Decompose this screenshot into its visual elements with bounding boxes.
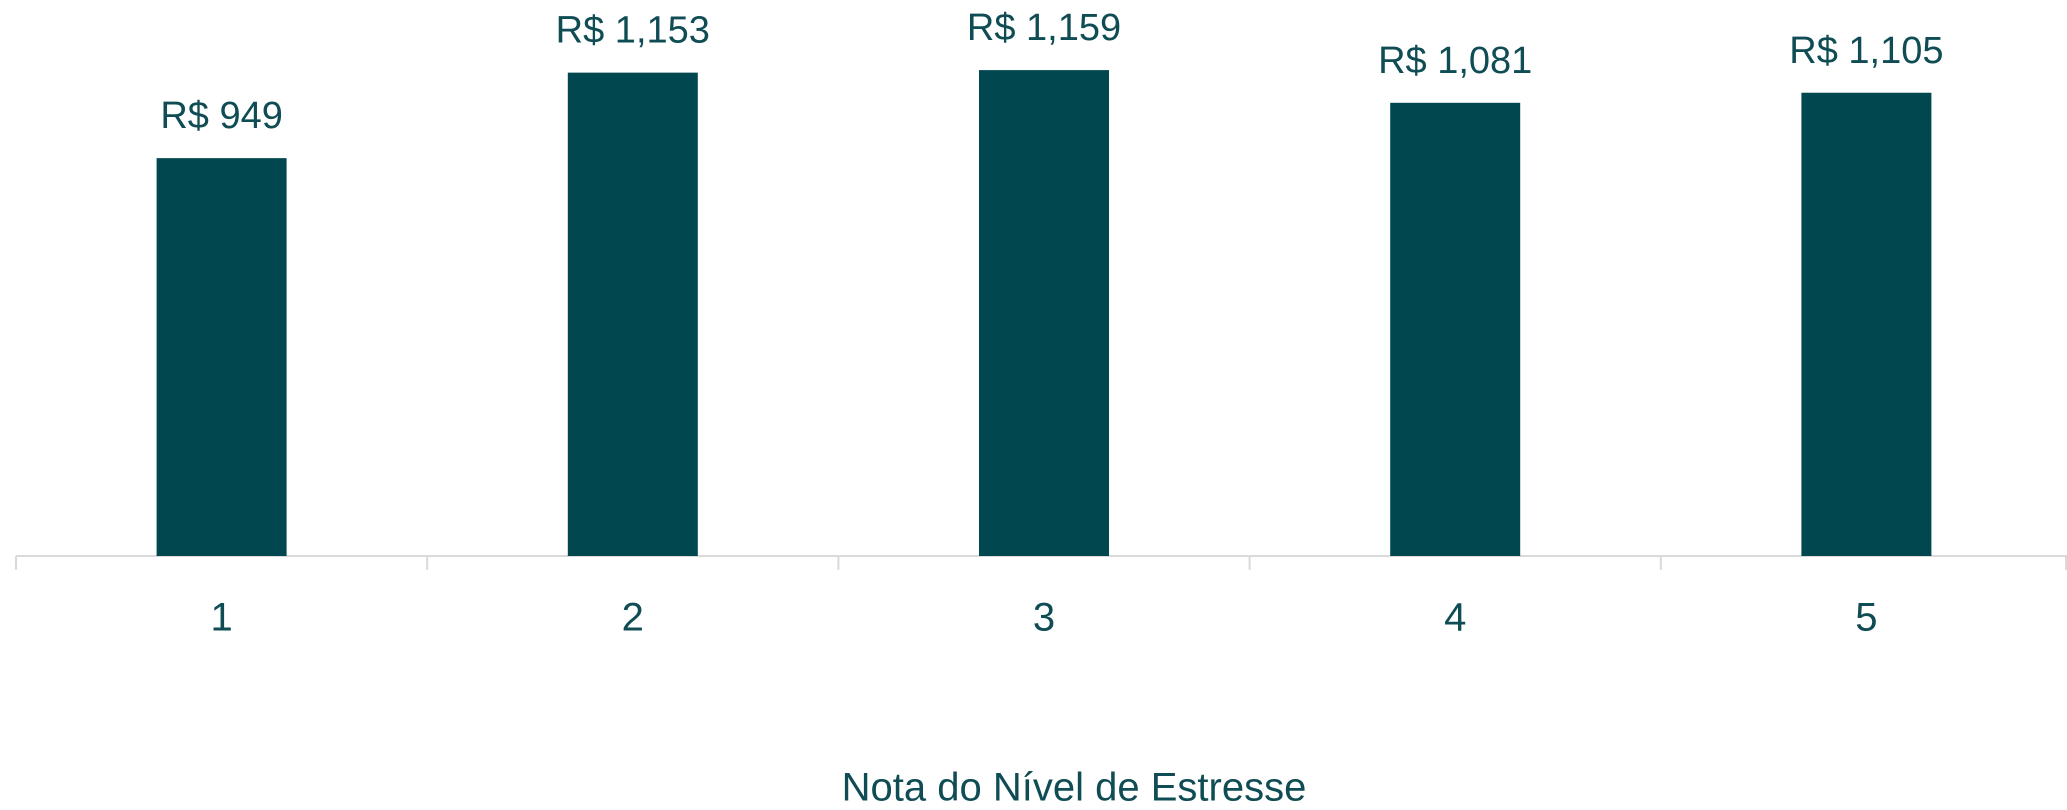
data-label: R$ 1,081 bbox=[1378, 40, 1532, 82]
x-tick-label: 1 bbox=[210, 596, 232, 640]
bar bbox=[1801, 92, 1932, 556]
data-label: R$ 1,153 bbox=[556, 10, 710, 52]
data-label: R$ 949 bbox=[160, 95, 283, 137]
x-tick-label: 3 bbox=[1033, 596, 1055, 640]
x-tick-label: 5 bbox=[1855, 596, 1877, 640]
bar bbox=[1390, 102, 1521, 557]
bar bbox=[156, 158, 287, 556]
x-tick-label: 4 bbox=[1444, 596, 1466, 640]
x-tick-label: 2 bbox=[622, 596, 644, 640]
data-label: R$ 1,159 bbox=[967, 7, 1121, 49]
x-axis-title: Nota do Nível de Estresse bbox=[842, 766, 1307, 810]
bar bbox=[979, 70, 1109, 556]
bar bbox=[567, 72, 698, 556]
data-label: R$ 1,105 bbox=[1789, 30, 1943, 72]
